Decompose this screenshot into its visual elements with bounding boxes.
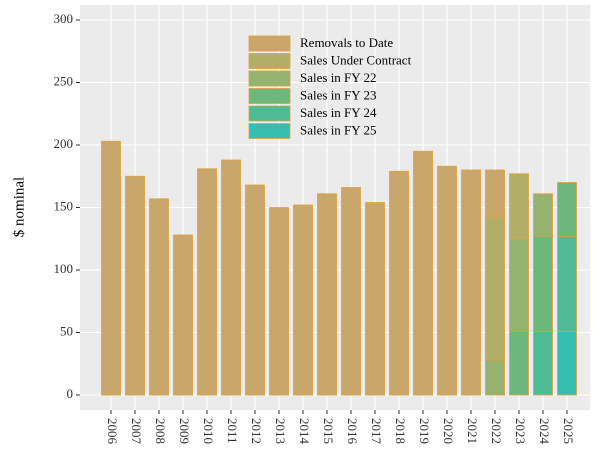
x-tick-label: 2025 [561, 418, 576, 444]
x-tick-label: 2018 [393, 418, 408, 444]
x-tick-label: 2013 [273, 418, 288, 444]
x-tick-label: 2022 [489, 418, 504, 444]
legend-label: Removals to Date [300, 35, 393, 50]
y-tick-label: 0 [67, 386, 74, 401]
bar-segment [125, 175, 145, 396]
y-tick-label: 50 [60, 323, 73, 338]
legend-key [248, 123, 291, 139]
x-tick-label: 2009 [177, 418, 192, 444]
legend-label: Sales in FY 24 [300, 105, 377, 120]
legend-key [248, 70, 291, 87]
x-tick-label: 2015 [321, 418, 336, 444]
legend-label: Sales in FY 22 [300, 70, 376, 85]
y-tick-label: 100 [54, 261, 74, 276]
x-tick-label: 2011 [225, 418, 240, 444]
bar-segment [485, 169, 505, 218]
bar-segment [245, 184, 265, 396]
x-tick-label: 2006 [105, 418, 120, 445]
legend-key [248, 53, 291, 69]
x-tick-label: 2008 [153, 418, 168, 444]
bar-segment [485, 217, 505, 361]
bar-segment [221, 159, 241, 396]
y-tick-label: 150 [54, 198, 74, 213]
bar-segment [101, 140, 121, 396]
bar-segment [509, 173, 529, 240]
bar-segment [557, 235, 577, 332]
legend-key [248, 105, 291, 122]
bars [101, 140, 577, 396]
bar-segment [557, 182, 577, 237]
bar-segment [509, 330, 529, 396]
x-tick-label: 2021 [465, 418, 480, 444]
bar-segment [461, 169, 481, 396]
bar-segment [485, 359, 505, 396]
bar-segment [173, 234, 193, 396]
bar-segment [197, 168, 217, 396]
x-tick-label: 2024 [537, 418, 552, 445]
y-tick-label: 300 [54, 11, 74, 26]
bar-segment [533, 193, 553, 237]
bar-segment [149, 198, 169, 396]
bar-segment [437, 165, 457, 396]
x-tick-label: 2019 [417, 418, 432, 444]
x-tick-label: 2020 [441, 418, 456, 444]
y-tick-label: 250 [54, 73, 74, 88]
legend: Removals to Date Sales Under Contract Sale… [248, 35, 412, 139]
y-tick-label: 200 [54, 136, 74, 151]
bar-segment [533, 235, 553, 332]
bar-segment [317, 193, 337, 396]
x-tick-label: 2007 [129, 418, 144, 445]
legend-key [248, 88, 291, 104]
bar-segment [341, 187, 361, 396]
x-tick-label: 2016 [345, 418, 360, 445]
bar-segment [389, 170, 409, 396]
bar-segment [365, 202, 385, 396]
x-tick-label: 2017 [369, 418, 384, 445]
bar-segment [293, 204, 313, 396]
x-tick-label: 2012 [249, 418, 264, 444]
y-axis-label: $ nominal [11, 177, 27, 237]
legend-label: Sales in FY 23 [300, 87, 376, 102]
bar-segment [533, 330, 553, 396]
x-tick-label: 2023 [513, 418, 528, 444]
bar-segment [509, 238, 529, 332]
axes: 0 50 100 150 200 250 300 2006 2007 2008 2009 2010 20… [54, 11, 577, 445]
legend-label: Sales Under Contract [300, 52, 412, 67]
x-tick-label: 2010 [201, 418, 216, 444]
bar-segment [269, 207, 289, 396]
bar-segment [557, 330, 577, 396]
legend-key [248, 35, 291, 52]
x-tick-label: 2014 [297, 418, 312, 445]
legend-label: Sales in FY 25 [300, 122, 376, 137]
bar-segment [413, 150, 433, 396]
